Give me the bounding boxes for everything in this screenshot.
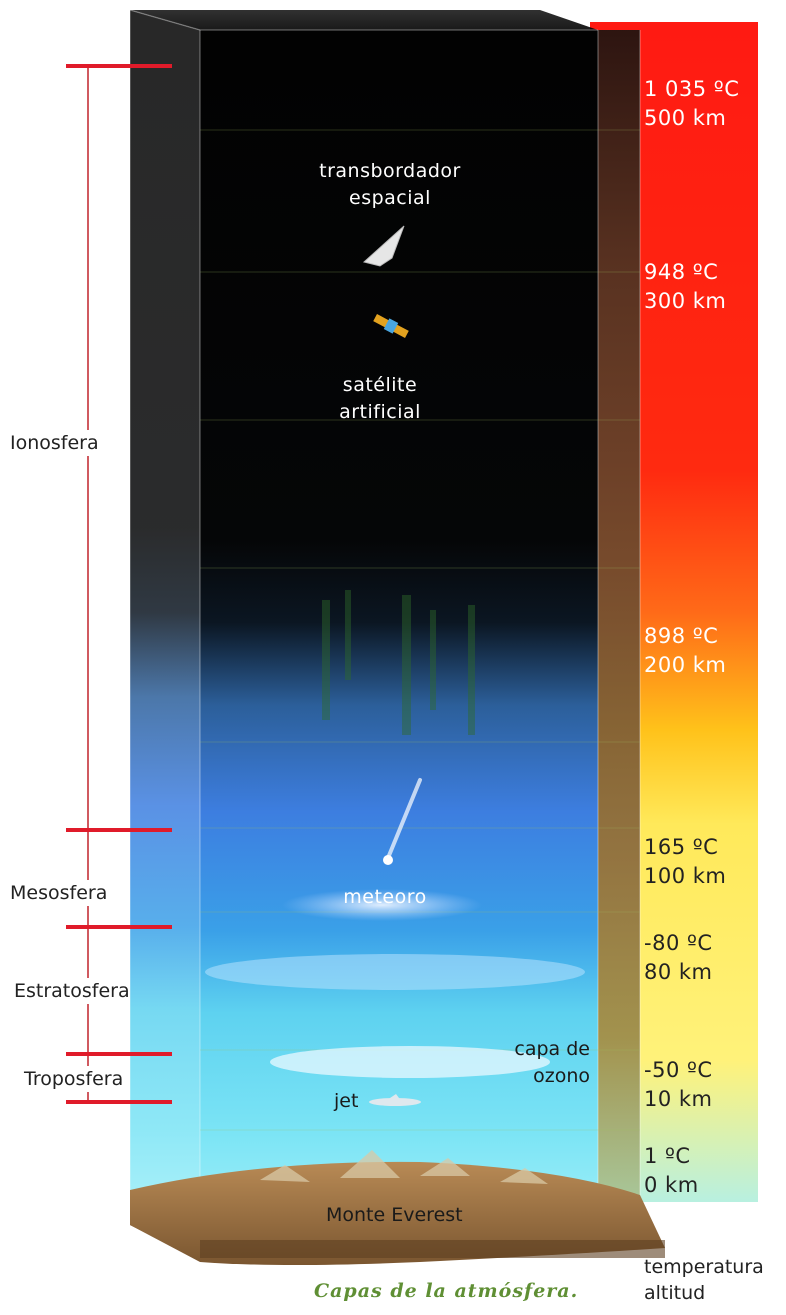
ground-surface [130,1161,665,1265]
glass-edges [129,9,641,1215]
altitude-reading: 10 km [644,1087,713,1111]
legend-altitude: altitud [644,1282,706,1304]
altitude-reading: 100 km [644,864,727,888]
temp-reading: 898 ºC [644,624,719,648]
ground-edge [200,1240,665,1258]
jet-icon [369,1094,421,1106]
scale-10km: -50 ºC 10 km [644,1056,713,1114]
layer-label-troposphere: Troposfera [24,1066,124,1092]
ozone-label: capa de ozono [514,1038,590,1087]
temp-reading: 1 035 ºC [644,77,740,101]
scale-80km: -80 ºC 80 km [644,929,713,987]
everest-label: Monte Everest [326,1204,463,1226]
altitude-reading: 300 km [644,289,727,313]
column-top-face [130,10,598,30]
temp-reading: 165 ºC [644,835,719,859]
mountains [260,1150,548,1184]
scale-300km: 948 ºC 300 km [644,258,726,316]
shuttle-label: transbordador espacial [319,160,461,209]
aurora [322,590,475,735]
temp-reading: 948 ºC [644,260,719,284]
temp-reading: 1 ºC [644,1144,691,1168]
mesosphere-cloud [282,889,482,921]
layer-scale [66,64,172,1104]
altitude-reading: 500 km [644,106,727,130]
scale-200km: 898 ºC 200 km [644,622,726,680]
altitude-reading: 200 km [644,653,727,677]
meteor-icon [383,778,422,865]
layer-label-stratosphere: Estratosfera [14,978,130,1004]
column-left-face [130,10,200,1215]
meteor-label: meteoro [343,886,427,908]
scale-100km: 165 ºC 100 km [644,833,726,891]
satellite-label: satélite artificial [339,374,421,423]
temp-reading: -50 ºC [644,1058,713,1082]
stratosphere-cloud [205,954,585,990]
temperature-channel [598,30,640,1215]
layer-label-ionosphere: Ionosfera [10,430,99,456]
atmosphere-column [200,30,598,1215]
temp-reading: -80 ºC [644,931,713,955]
jet-label: jet [334,1090,359,1112]
troposphere-cloud [270,1046,550,1078]
altitude-reading: 80 km [644,960,713,984]
scale-500km: 1 035 ºC 500 km [644,75,739,133]
altitude-reading: 0 km [644,1173,699,1197]
figure-caption: Capas de la atmósfera. [314,1280,579,1302]
legend-temperature: temperatura [644,1256,764,1278]
satellite-icon [373,314,409,338]
space-shuttle-icon [362,225,405,267]
scale-0km: 1 ºC 0 km [644,1142,699,1200]
layer-label-mesosphere: Mesosfera [10,880,108,906]
